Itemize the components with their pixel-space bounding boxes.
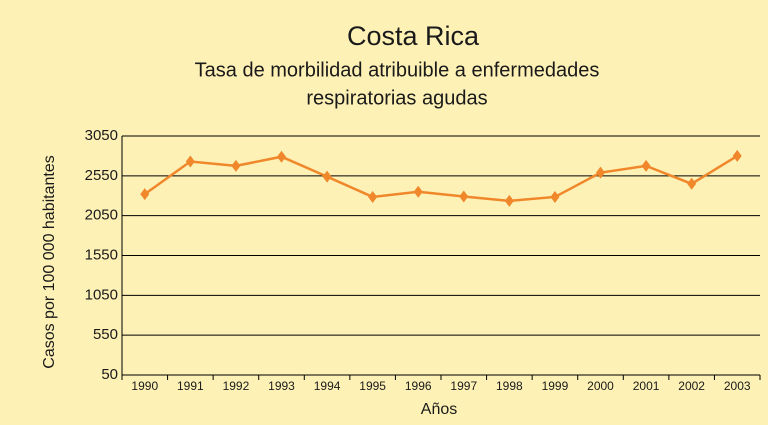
data-point xyxy=(596,166,605,179)
data-point xyxy=(504,194,514,207)
chart-title: Costa Rica xyxy=(347,21,480,51)
y-tick-label: 3050 xyxy=(85,127,118,144)
data-point xyxy=(732,149,742,162)
x-tick-label: 2001 xyxy=(633,379,660,393)
data-point xyxy=(550,190,560,203)
x-tick-label: 1994 xyxy=(314,379,341,393)
x-tick-label: 1999 xyxy=(542,379,569,393)
y-tick-label: 2550 xyxy=(85,167,118,184)
y-tick-label: 1050 xyxy=(85,286,118,303)
data-point xyxy=(641,159,651,172)
data-point xyxy=(368,190,378,203)
x-tick-label: 1992 xyxy=(223,379,250,393)
data-point xyxy=(185,155,195,168)
y-tick-label: 50 xyxy=(101,366,118,383)
x-tick-label: 1998 xyxy=(496,379,523,393)
x-tick-label: 2000 xyxy=(587,379,614,393)
data-point xyxy=(231,159,241,172)
x-tick-label: 1996 xyxy=(405,379,432,393)
x-tick-label: 1990 xyxy=(131,379,158,393)
x-tick-label: 1995 xyxy=(359,379,386,393)
y-tick-label: 1550 xyxy=(85,246,118,263)
data-point xyxy=(687,177,697,190)
chart-subtitle: Tasa de morbilidad atribuible a enfermed… xyxy=(195,59,600,81)
data-point xyxy=(277,150,286,163)
y-axis-label: Casos por 100 000 habitantes xyxy=(41,155,58,368)
x-tick-label: 1991 xyxy=(177,379,204,393)
chart-subtitle: respiratorias agudas xyxy=(306,87,487,109)
x-axis-label: Años xyxy=(421,401,457,418)
x-tick-label: 2003 xyxy=(724,379,751,393)
data-point xyxy=(322,170,332,183)
y-tick-label: 550 xyxy=(93,326,118,343)
series-line xyxy=(144,154,738,203)
data-point xyxy=(459,190,469,203)
x-tick-label: 1997 xyxy=(450,379,477,393)
x-tick-label: 1993 xyxy=(268,379,295,393)
data-point xyxy=(140,188,150,201)
y-tick-label: 2050 xyxy=(85,207,118,224)
data-point xyxy=(413,185,423,198)
x-tick-label: 2002 xyxy=(678,379,705,393)
